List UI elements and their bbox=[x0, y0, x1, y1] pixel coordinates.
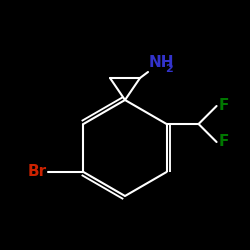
Text: F: F bbox=[218, 134, 229, 150]
Text: Br: Br bbox=[27, 164, 46, 180]
Text: F: F bbox=[218, 98, 229, 114]
Text: NH: NH bbox=[149, 55, 174, 70]
Text: 2: 2 bbox=[165, 64, 173, 74]
